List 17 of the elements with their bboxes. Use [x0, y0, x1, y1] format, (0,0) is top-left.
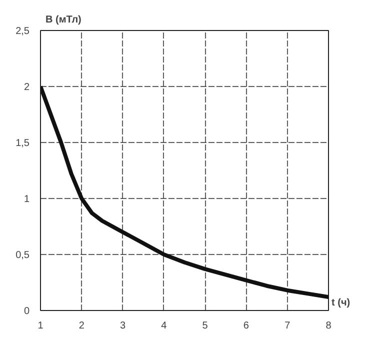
- x-tick-label: 2: [78, 320, 85, 332]
- y-tick-label: 1: [24, 194, 30, 205]
- x-tick-label: 6: [243, 320, 250, 332]
- y-tick-label: 2: [24, 82, 30, 93]
- line-series: [40, 84, 328, 300]
- y-tick-label: 1,5: [16, 138, 30, 149]
- x-tick-label: 4: [161, 320, 168, 332]
- x-tick-label: 3: [120, 320, 126, 332]
- x-tick-label: 8: [326, 320, 332, 332]
- x-tick-label: 1: [38, 320, 44, 332]
- y-tick-label: 2,5: [16, 26, 30, 37]
- y-tick-label: 0: [24, 306, 30, 317]
- y-axis-title: B (мТл): [46, 14, 82, 26]
- y-tick-label: 0,5: [16, 250, 30, 261]
- x-tick-label: 5: [202, 320, 208, 332]
- x-axis-title: t (ч): [332, 298, 350, 308]
- x-tick-label: 7: [284, 320, 291, 332]
